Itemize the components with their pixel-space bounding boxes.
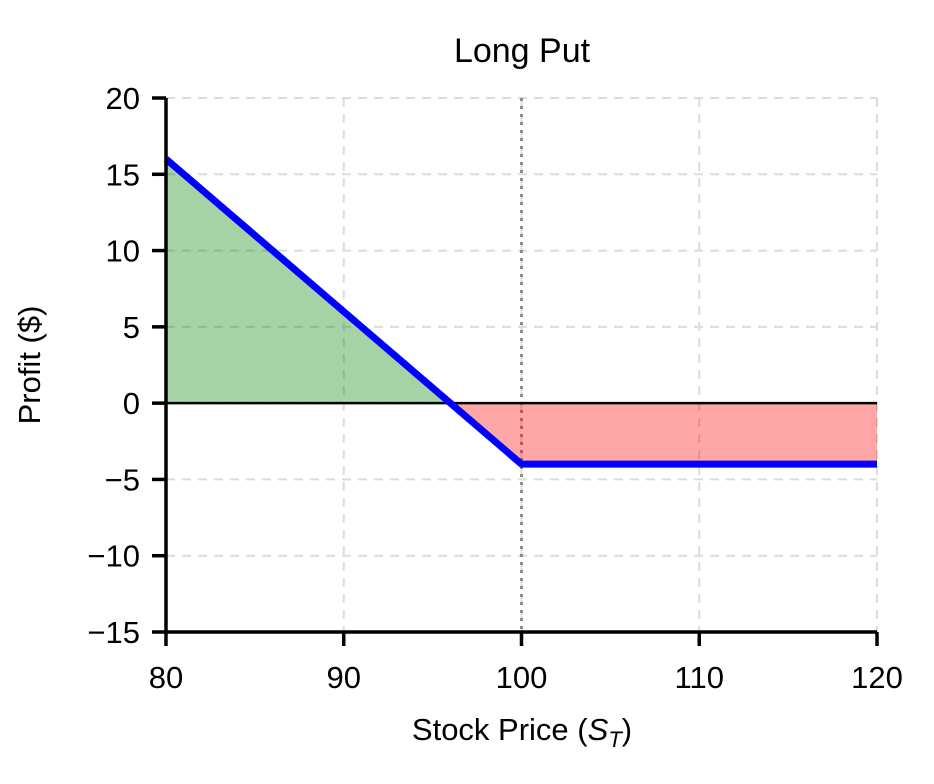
y-tick-label: −10 [87, 539, 140, 574]
y-tick-label: −5 [105, 462, 140, 497]
x-tick-label: 100 [496, 660, 548, 695]
y-tick-label: 10 [106, 234, 140, 269]
y-tick-label: 15 [106, 157, 140, 192]
loss-region [450, 403, 877, 465]
x-tick-label: 110 [675, 660, 724, 695]
x-tick-label: 120 [851, 660, 903, 695]
y-tick-labels: −15 −10 −5 0 5 10 15 20 [87, 81, 140, 650]
long-put-payoff [163, 156, 877, 468]
tick-marks [152, 96, 879, 646]
x-axis-label-symbol: S [588, 712, 609, 747]
y-axis-label: Profit ($) [12, 306, 47, 425]
x-tick-label: 90 [327, 660, 361, 695]
x-tick-label: 80 [149, 660, 183, 695]
x-axis-label-suffix: ) [622, 712, 632, 747]
y-tick-label: 20 [106, 81, 140, 116]
x-axis-label-subscript: T [608, 727, 623, 752]
x-axis-label: Stock Price (ST) [412, 712, 632, 752]
x-tick-labels: 80 90 100 110 120 [149, 660, 903, 695]
chart-title: Long Put [454, 32, 591, 70]
x-axis-label-prefix: Stock Price ( [412, 712, 588, 747]
y-tick-label: 0 [123, 386, 140, 421]
y-tick-label: −15 [87, 615, 140, 650]
payoff-line [163, 156, 877, 468]
y-tick-label: 5 [123, 310, 140, 345]
